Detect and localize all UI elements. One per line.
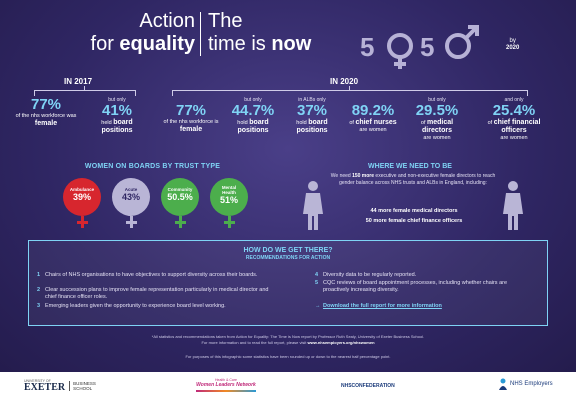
nhs-confederation-logo: NHSCONFEDERATION [341, 383, 395, 389]
bracket-2017 [34, 90, 136, 96]
title-for-equality: for equality [90, 33, 195, 55]
women-leaders-network-logo: Health & Care Women Leaders Network [184, 378, 268, 392]
source-note: *All statistics and recommendations take… [151, 334, 425, 339]
bracket-2020 [172, 90, 528, 96]
title-time-is-now: time is now [208, 33, 312, 55]
nhs-employers-logo: NHS Employers [498, 378, 553, 390]
female-icon-acute: Acute 43% [112, 178, 150, 228]
where-we-need-finance: 50 more female chief finance officers [365, 218, 463, 224]
stat-2020-workforce: 77% of the nhs workforce is female [163, 102, 219, 134]
nhs-employers-figure-icon [499, 378, 507, 390]
title-right: The time is now [208, 10, 368, 56]
women-on-boards-title: WOMEN ON BOARDS BY TRUST TYPE [84, 163, 221, 170]
footer-bar [0, 372, 576, 407]
fifty-text: 50 [442, 65, 444, 67]
recommendation-5: 5 CQC reviews of board appointment proces… [315, 280, 508, 293]
title-action: Action [139, 10, 195, 32]
stat-2020-alb-board: in ALBs only 37% hold board positions [296, 97, 328, 134]
stat-2020-chief-nurses: 89.2% of chief nurses are women [349, 102, 397, 134]
rounding-note: For purposes of this infographic some st… [185, 354, 391, 359]
nhsemployers-link[interactable]: www.nhsemployers.org/nhswomen [307, 340, 375, 345]
title-divider [200, 12, 201, 56]
title-left: Action for equality [60, 10, 195, 56]
community-circle: Community 50.5% [161, 178, 199, 216]
female-icon-community: Community 50.5% [161, 178, 199, 228]
more-info-note: For more information and to read the ful… [201, 340, 375, 345]
stat-2020-medical-directors: but only 29.5% of medical directors are w… [415, 97, 459, 141]
exeter-logo: UNIVERSITY OF EXETER BUSINESS SCHOOL [24, 379, 96, 393]
title-the: The [208, 10, 243, 32]
woman-icon-left [303, 181, 323, 230]
by-2020: by 2020 [506, 38, 520, 51]
woman-icon-right [503, 181, 523, 230]
how-subtitle: RECOMMENDATIONS FOR ACTION [245, 255, 331, 261]
female-icon-mental-health: Mental Health 51% [210, 178, 248, 228]
recommendation-3: 3 Emerging leaders given the opportunity … [37, 303, 226, 309]
where-we-need-text: We need 150 more executive and non-execu… [330, 173, 496, 186]
stat-2017-board: but only 41% held board positions [101, 97, 133, 134]
download-report-link[interactable]: Download the full report for more inform… [323, 303, 442, 309]
recommendations-box: HOW DO WE GET THERE? RECOMMENDATIONS FOR… [28, 240, 548, 326]
how-title: HOW DO WE GET THERE? [243, 247, 333, 254]
year-2017-label: IN 2017 [64, 77, 93, 86]
female-icon-ambulance: Ambulance 39% [63, 178, 101, 228]
bracket-2020-tick [349, 86, 350, 91]
stat-2020-board: but only 44.7% hold board positions [231, 97, 275, 134]
where-we-need-medical: 44 more female medical directors [370, 208, 458, 214]
mental-health-circle: Mental Health 51% [210, 178, 248, 216]
recommendation-1: 1 Chairs of NHS organisations to have obj… [37, 272, 258, 278]
bracket-2017-tick [84, 86, 85, 91]
acute-circle: Acute 43% [112, 178, 150, 216]
fifty-fifty-gender-icon: 5 5 50 [360, 25, 479, 69]
stat-2017-workforce: 77% of the nhs workforce was female [15, 96, 77, 128]
recommendation-2: 2 Clear succession plans to improve femal… [37, 287, 269, 300]
year-2020-label: IN 2020 [330, 77, 359, 86]
where-we-need-title: WHERE WE NEED TO BE [368, 163, 452, 170]
recommendation-4: 4 Diversity data to be regularly reported… [315, 272, 417, 278]
fifty-five-a: 5 [360, 32, 374, 62]
ambulance-circle: Ambulance 39% [63, 178, 101, 216]
download-link-row[interactable]: → Download the full report for more infor… [315, 303, 545, 310]
wln-swoosh [196, 390, 256, 392]
fifty-five-b: 5 [420, 32, 434, 62]
download-arrow-icon: → [315, 303, 321, 309]
stat-2020-cfo: and only 25.4% of chief financial office… [487, 97, 541, 141]
